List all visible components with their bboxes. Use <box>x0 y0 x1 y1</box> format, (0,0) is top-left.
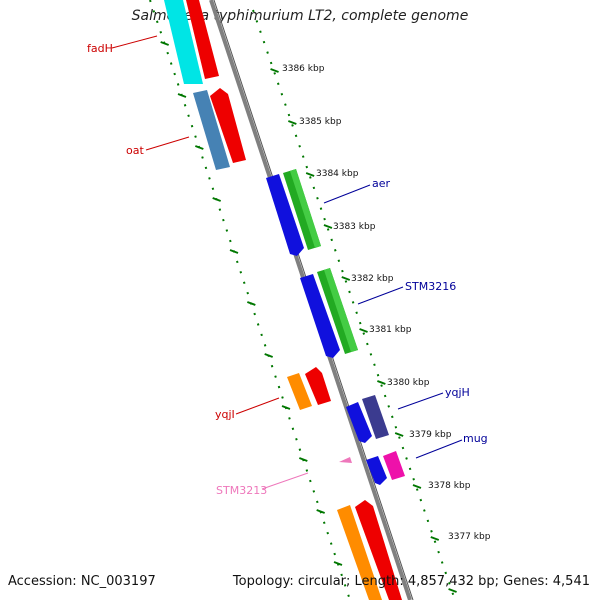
kbp-label: 3383 kbp <box>333 222 376 232</box>
ruler-tick <box>430 536 440 541</box>
leader-fadH <box>111 35 158 49</box>
leader-yqjI <box>235 397 280 415</box>
gene-arrow-red <box>305 367 331 405</box>
kbp-label: 3382 kbp <box>351 274 394 284</box>
ruler-tick <box>194 145 204 150</box>
gene-arrow-red <box>210 88 246 163</box>
genome-summary: Topology: circular; Length: 4,857,432 bp… <box>232 574 590 589</box>
ruler-tick <box>177 93 187 98</box>
leader-yqjH <box>397 392 444 410</box>
gene-bar-green-light <box>324 268 358 352</box>
ruler-tick <box>394 432 404 437</box>
ruler-tick <box>270 68 279 73</box>
gene-label: mug <box>463 432 488 445</box>
gene-label: yqjH <box>445 386 470 399</box>
right-ruler <box>252 9 456 600</box>
leader-STM3216 <box>357 286 404 305</box>
gene-arrow-blue <box>266 174 304 256</box>
gene-label: yqjI <box>215 408 235 421</box>
gene-arrow-red <box>355 500 402 600</box>
gene-bar-green-light <box>290 169 321 248</box>
gene-arrow-pink <box>339 457 352 463</box>
kbp-label: 3378 kbp <box>428 481 471 491</box>
accession-text: Accession: NC_003197 <box>8 574 156 589</box>
gene-bar-indigo <box>362 395 389 439</box>
gene-label: fadH <box>87 42 113 55</box>
ruler-tick <box>264 353 274 358</box>
ruler-tick <box>160 41 170 46</box>
gene-bar-orange <box>287 373 312 410</box>
kbp-label: 3380 kbp <box>387 378 430 388</box>
ruler-tick <box>246 301 256 306</box>
ruler-tick <box>448 588 457 593</box>
kbp-label: 3385 kbp <box>299 117 342 127</box>
gene-label: STM3216 <box>405 280 456 293</box>
leader-mug <box>415 439 463 459</box>
kbp-label: 3379 kbp <box>409 430 452 440</box>
gene-bar-red <box>186 0 219 79</box>
leader-aer <box>323 184 371 204</box>
gene-bar-magenta <box>383 451 405 480</box>
ruler-tick <box>305 172 315 177</box>
gene-label: oat <box>126 144 144 157</box>
gene-arrow-blue <box>366 456 387 485</box>
ruler-tick <box>333 561 343 566</box>
ruler-tick <box>281 405 291 410</box>
ruler-tick <box>341 276 351 281</box>
gene-bar-cyan <box>164 0 203 84</box>
gene-label: STM3213 <box>216 484 267 497</box>
kbp-label: 3384 kbp <box>316 169 359 179</box>
left-major-ticks <box>160 41 343 566</box>
ruler-tick <box>323 224 333 229</box>
leader-STM3213 <box>261 472 309 490</box>
ruler-tick <box>359 328 368 333</box>
gene-arrow-blue <box>300 274 340 358</box>
kbp-label: 3377 kbp <box>448 532 491 542</box>
right-major-ticks <box>270 68 457 593</box>
ruler-tick <box>412 484 422 489</box>
gene-label: aer <box>372 177 391 190</box>
gene-bar-steelblue <box>193 90 230 170</box>
ruler-tick <box>229 249 239 254</box>
gene-bar-orange <box>337 505 382 600</box>
ruler-tick <box>377 380 386 385</box>
ruler-tick <box>287 120 297 125</box>
kbp-label: 3381 kbp <box>369 325 412 335</box>
kbp-label: 3386 kbp <box>282 64 325 74</box>
ruler-tick <box>298 457 308 462</box>
gene-arrow-blue <box>346 402 372 443</box>
leader-oat <box>145 136 190 151</box>
ruler-tick <box>316 509 326 514</box>
ruler-tick <box>212 197 222 202</box>
